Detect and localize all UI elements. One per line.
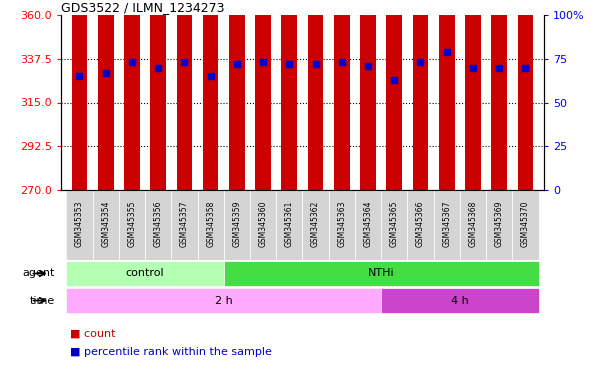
Text: GSM345368: GSM345368 [469,200,477,247]
Bar [329,190,355,260]
Text: ■ percentile rank within the sample: ■ percentile rank within the sample [70,348,272,358]
Text: GSM345359: GSM345359 [232,200,241,247]
Text: NTHi: NTHi [368,268,395,278]
Bar [255,0,271,190]
Text: GSM345369: GSM345369 [495,200,503,247]
Text: 4 h: 4 h [451,296,469,306]
Bar [512,190,538,260]
Bar [171,190,197,260]
Text: GDS3522 / ILMN_1234273: GDS3522 / ILMN_1234273 [61,1,225,14]
Text: GSM345362: GSM345362 [311,200,320,247]
Text: GSM345360: GSM345360 [258,200,268,247]
Bar [229,0,245,190]
Bar [302,190,329,260]
Text: control: control [126,268,164,278]
Bar [334,0,349,190]
Bar [177,0,192,190]
Text: ■ count: ■ count [70,328,115,338]
Text: GSM345366: GSM345366 [416,200,425,247]
Text: GSM345364: GSM345364 [364,200,373,247]
Bar [119,190,145,260]
Bar [197,190,224,260]
Bar [465,0,481,190]
Bar [67,190,93,260]
Bar [460,190,486,260]
Text: 2 h: 2 h [215,296,233,306]
Text: GSM345358: GSM345358 [206,200,215,247]
Text: GSM345363: GSM345363 [337,200,346,247]
Bar [408,190,434,260]
Bar [518,0,533,190]
Bar [355,190,381,260]
Bar [381,288,538,313]
Bar [434,190,460,260]
Bar [412,0,428,190]
Bar [381,190,408,260]
Bar [145,190,171,260]
Bar [93,190,119,260]
Text: GSM345354: GSM345354 [101,200,110,247]
Bar [124,0,140,190]
Bar [282,0,297,190]
Text: GSM345367: GSM345367 [442,200,452,247]
Text: GSM345370: GSM345370 [521,200,530,247]
Bar [224,262,538,286]
Text: GSM345357: GSM345357 [180,200,189,247]
Bar [250,190,276,260]
Bar [203,0,219,190]
Bar [360,0,376,190]
Bar [439,0,455,190]
Bar [150,0,166,190]
Bar [67,288,381,313]
Bar [308,0,323,190]
Text: time: time [30,296,55,306]
Text: agent: agent [23,268,55,278]
Bar [98,0,114,190]
Bar [386,0,402,190]
Bar [71,0,87,190]
Bar [276,190,302,260]
Bar [224,190,250,260]
Bar [67,262,224,286]
Text: GSM345365: GSM345365 [390,200,399,247]
Text: GSM345355: GSM345355 [128,200,136,247]
Bar [491,0,507,190]
Bar [486,190,512,260]
Text: GSM345353: GSM345353 [75,200,84,247]
Text: GSM345361: GSM345361 [285,200,294,247]
Text: GSM345356: GSM345356 [153,200,163,247]
